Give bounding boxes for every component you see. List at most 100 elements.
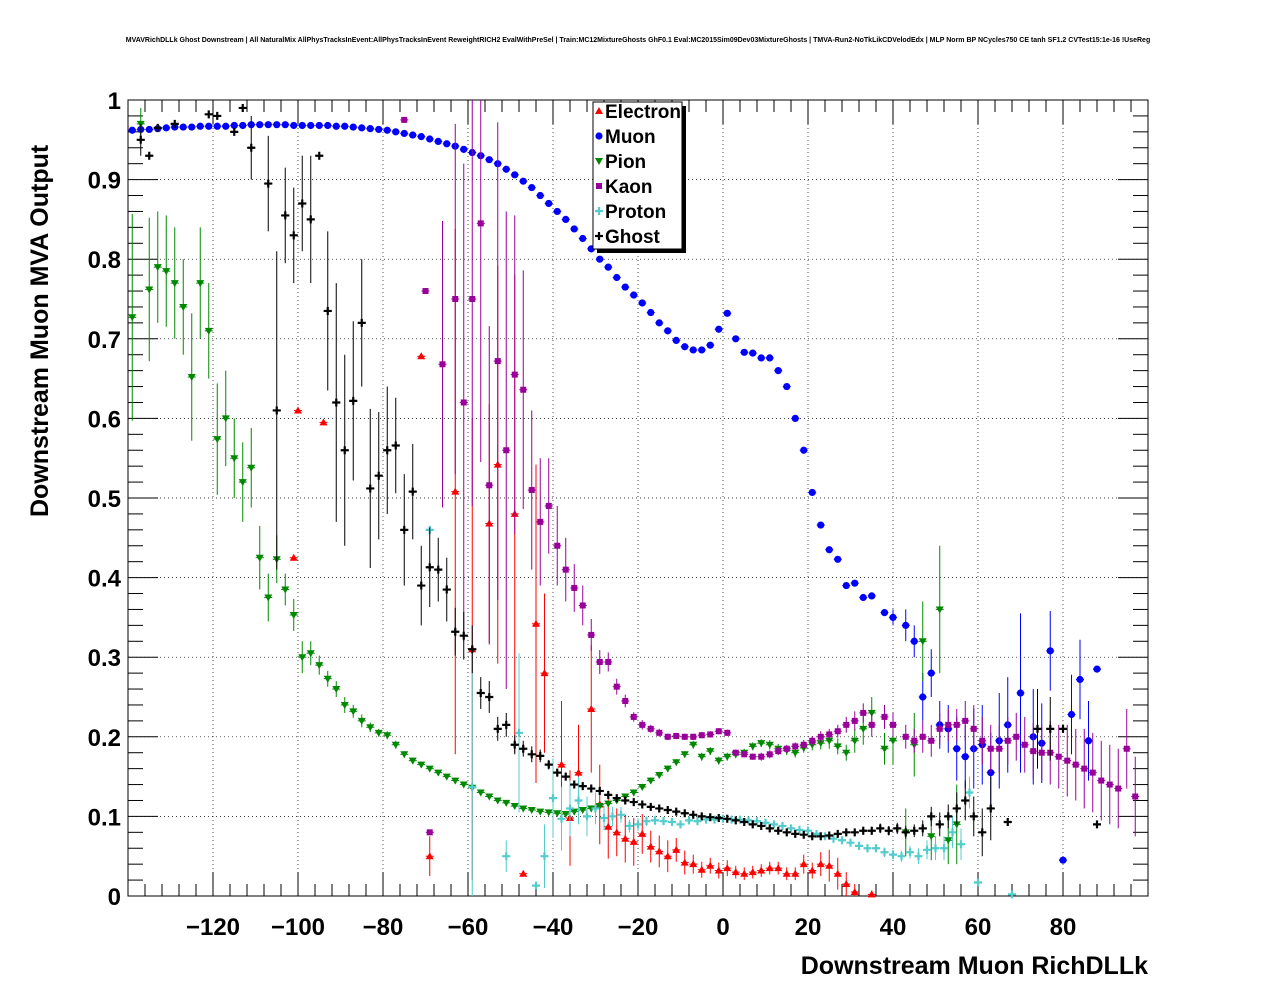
electron-point [604, 822, 613, 830]
kaon-point [953, 721, 960, 728]
muon-point [817, 521, 825, 529]
muon-point [749, 349, 757, 357]
pion-point [944, 837, 953, 845]
proton-point [574, 796, 583, 805]
proton-point [872, 844, 880, 853]
kaon-point [809, 737, 816, 744]
ghost-point [740, 817, 749, 826]
electron-point [757, 866, 766, 874]
ghost-point [383, 446, 392, 455]
ghost-point [527, 750, 536, 759]
ghost-point [264, 179, 273, 188]
kaon-point [639, 721, 646, 728]
muon-point [766, 354, 774, 362]
electron-point [646, 842, 655, 850]
kaon-point [843, 721, 850, 728]
ghost-point [493, 724, 502, 733]
proton-point [540, 852, 549, 861]
ghost-point [561, 772, 570, 781]
pion-point [553, 810, 562, 818]
pion-point [298, 654, 307, 662]
legend-label-electron: Electron [605, 102, 681, 123]
muon-point [868, 592, 876, 600]
pion-point [459, 781, 468, 789]
ghost-point [502, 720, 511, 729]
muon-point [264, 121, 272, 129]
pion-point [476, 789, 485, 797]
proton-point [515, 728, 523, 737]
muon-point [681, 343, 689, 351]
muon-point [392, 128, 400, 136]
proton-point [965, 788, 974, 797]
kaon-point [775, 748, 782, 755]
x-tick-label: 0 [716, 914, 729, 941]
pion-point [748, 743, 757, 751]
kaon-point [1055, 753, 1062, 760]
pion-point [825, 737, 834, 745]
ghost-point [893, 824, 902, 833]
proton-point [625, 821, 634, 830]
electron-point [714, 866, 723, 874]
kaon-point [996, 745, 1003, 752]
muon-point [630, 291, 638, 299]
muon-point [859, 593, 867, 602]
ghost-point [680, 809, 689, 818]
pion-point [170, 280, 179, 288]
electron-point [689, 860, 698, 868]
pion-point [527, 807, 536, 815]
kaon-point [1106, 781, 1113, 788]
kaon-point [851, 717, 858, 724]
kaon-point [537, 518, 544, 525]
legend-marker-proton [595, 207, 603, 215]
electron-point [706, 861, 715, 869]
legend-label-pion: Pion [605, 152, 646, 173]
muon-point [672, 336, 680, 344]
pion-point [646, 777, 655, 785]
electron-point [672, 845, 681, 853]
x-tick-label: −60 [448, 914, 489, 941]
kaon-point [469, 296, 476, 302]
muon-point [1067, 710, 1076, 719]
kaon-point [562, 566, 569, 573]
ghost-point [731, 816, 740, 825]
ghost-point [417, 581, 426, 590]
proton-point [600, 813, 608, 822]
muon-point [145, 125, 153, 134]
muon-point [562, 215, 570, 223]
kaon-point [979, 737, 986, 744]
x-tick-label: −80 [363, 914, 404, 941]
electron-point [557, 760, 566, 768]
pion-point [791, 749, 800, 757]
pion-point [162, 268, 171, 276]
muon-point [655, 319, 663, 327]
kaon-point [647, 725, 654, 732]
kaon-point [503, 447, 510, 454]
muon-point [902, 621, 910, 629]
electron-point [791, 869, 800, 877]
ghost-point [774, 826, 783, 835]
kaon-point [766, 751, 773, 758]
proton-point [889, 850, 897, 859]
proton-point [468, 782, 477, 791]
ghost-point [612, 794, 621, 803]
ghost-point [799, 830, 808, 839]
series-ghost [136, 103, 1101, 857]
muon-point [511, 171, 519, 179]
pion-point [400, 751, 409, 759]
proton-point [880, 848, 889, 857]
muon-point [757, 354, 765, 362]
y-tick-label: 0.3 [88, 645, 121, 672]
proton-point [863, 844, 872, 853]
electron-point [540, 669, 549, 677]
y-tick-label: 0.7 [88, 327, 121, 354]
kaon-point [800, 741, 807, 748]
pion-point [595, 803, 604, 811]
proton-point [651, 816, 659, 825]
ghost-point [723, 814, 732, 823]
pion-point [238, 479, 247, 487]
proton-point [549, 794, 557, 803]
pion-point [859, 725, 868, 733]
pion-point [230, 455, 239, 463]
ghost-point [357, 318, 366, 327]
proton-point [829, 834, 838, 843]
